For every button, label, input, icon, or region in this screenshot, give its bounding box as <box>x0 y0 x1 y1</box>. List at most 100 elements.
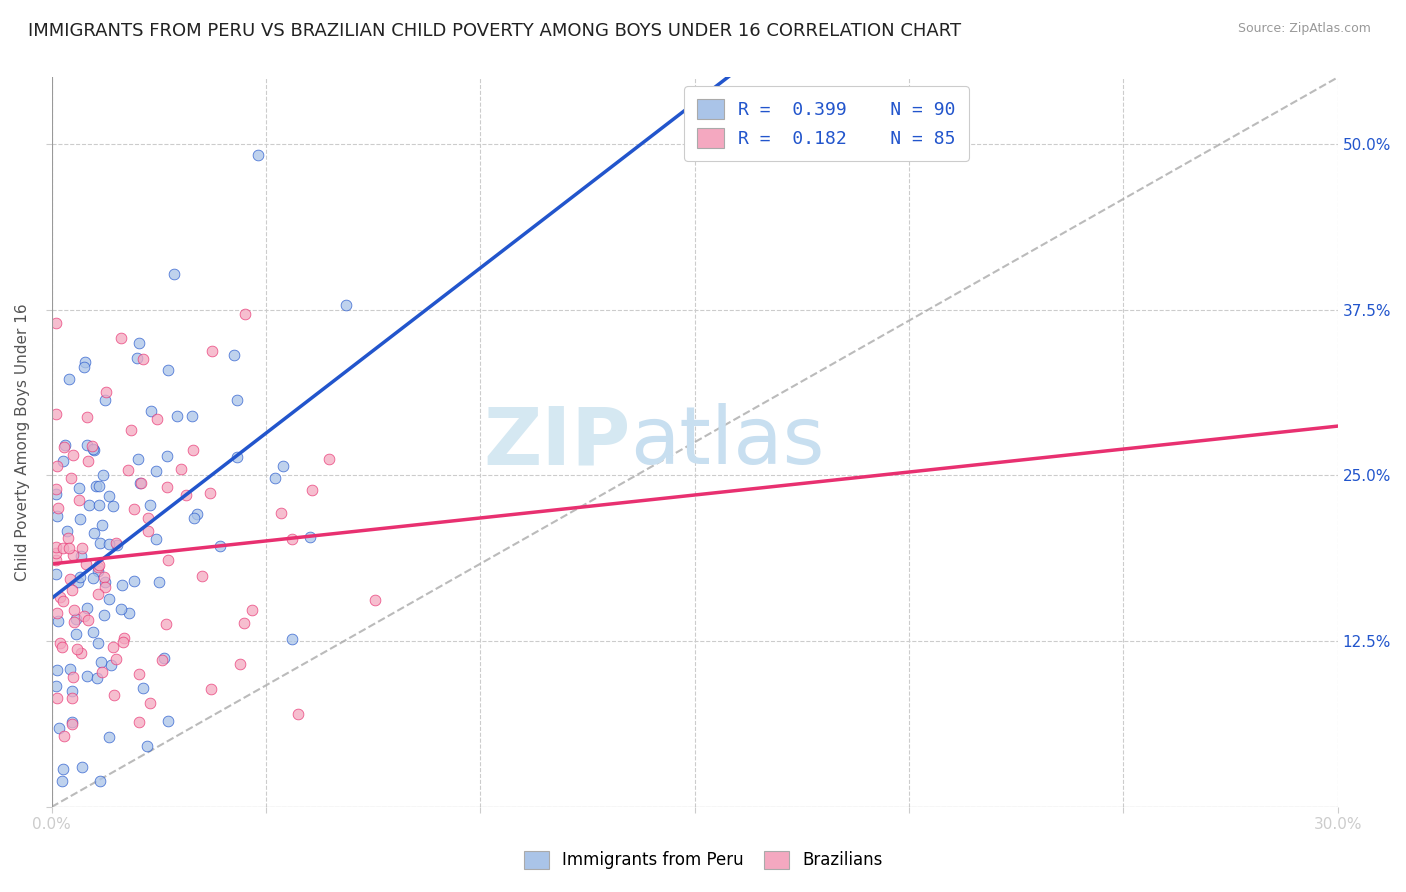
Point <box>156 363 179 377</box>
Point <box>62 549 84 563</box>
Point <box>77 613 100 627</box>
Point <box>156 480 179 494</box>
Point <box>82 442 104 456</box>
Point <box>76 454 98 468</box>
Point <box>280 632 302 646</box>
Point <box>247 148 270 162</box>
Point <box>122 502 145 516</box>
Point <box>83 525 105 540</box>
Point <box>233 616 256 631</box>
Point <box>48 636 70 650</box>
Point <box>70 646 93 660</box>
Point <box>226 450 249 464</box>
Point <box>128 336 150 351</box>
Point <box>112 635 135 649</box>
Point <box>62 670 84 684</box>
Point <box>65 642 87 657</box>
Point <box>233 307 256 321</box>
Point <box>45 679 67 693</box>
Point <box>73 608 96 623</box>
Point <box>135 739 157 753</box>
Point <box>48 721 70 735</box>
Point <box>58 541 80 556</box>
Point <box>145 465 167 479</box>
Point <box>105 536 128 550</box>
Point <box>281 532 304 546</box>
Point <box>139 404 162 418</box>
Point <box>56 532 79 546</box>
Point <box>93 608 115 623</box>
Point <box>91 468 114 483</box>
Point <box>97 731 120 745</box>
Point <box>46 663 69 677</box>
Point <box>166 409 188 424</box>
Point <box>66 575 89 590</box>
Point <box>93 570 115 584</box>
Point <box>335 298 357 312</box>
Text: atlas: atlas <box>630 403 825 481</box>
Point <box>128 667 150 681</box>
Point <box>52 453 75 467</box>
Point <box>69 570 91 584</box>
Point <box>87 479 110 493</box>
Point <box>65 627 87 641</box>
Point <box>136 510 159 524</box>
Point <box>63 615 86 629</box>
Point <box>60 582 83 597</box>
Point <box>94 574 117 589</box>
Point <box>45 566 67 581</box>
Point <box>87 587 110 601</box>
Point <box>60 715 83 730</box>
Point <box>75 355 97 369</box>
Point <box>150 652 173 666</box>
Point <box>69 512 91 526</box>
Point <box>87 636 110 650</box>
Text: IMMIGRANTS FROM PERU VS BRAZILIAN CHILD POVERTY AMONG BOYS UNDER 16 CORRELATION : IMMIGRANTS FROM PERU VS BRAZILIAN CHILD … <box>28 22 962 40</box>
Point <box>58 372 80 386</box>
Point <box>181 443 204 458</box>
Point <box>89 773 111 788</box>
Point <box>77 498 100 512</box>
Point <box>101 499 124 513</box>
Point <box>224 348 246 362</box>
Point <box>53 729 76 743</box>
Point <box>153 651 176 665</box>
Point <box>52 440 75 454</box>
Point <box>270 507 292 521</box>
Point <box>45 552 67 566</box>
Point <box>156 553 179 567</box>
Point <box>86 671 108 685</box>
Point <box>105 538 128 552</box>
Point <box>97 592 120 607</box>
Point <box>181 409 204 424</box>
Point <box>80 439 103 453</box>
Point <box>103 688 125 702</box>
Point <box>60 471 83 485</box>
Point <box>190 568 212 582</box>
Point <box>183 511 205 525</box>
Point <box>200 681 222 696</box>
Point <box>129 475 152 490</box>
Point <box>139 696 162 710</box>
Point <box>271 459 294 474</box>
Text: ZIP: ZIP <box>484 403 630 481</box>
Point <box>127 452 149 467</box>
Point <box>60 684 83 698</box>
Point <box>87 564 110 578</box>
Point <box>46 615 69 629</box>
Point <box>112 632 135 646</box>
Point <box>69 549 91 564</box>
Point <box>83 443 105 458</box>
Point <box>110 331 132 345</box>
Point <box>75 557 97 571</box>
Point <box>84 479 107 493</box>
Point <box>225 393 247 408</box>
Point <box>70 760 93 774</box>
Point <box>59 573 82 587</box>
Point <box>82 571 104 585</box>
Point <box>146 412 169 426</box>
Point <box>51 773 73 788</box>
Point <box>56 524 79 538</box>
Point <box>163 267 186 281</box>
Point <box>45 540 67 554</box>
